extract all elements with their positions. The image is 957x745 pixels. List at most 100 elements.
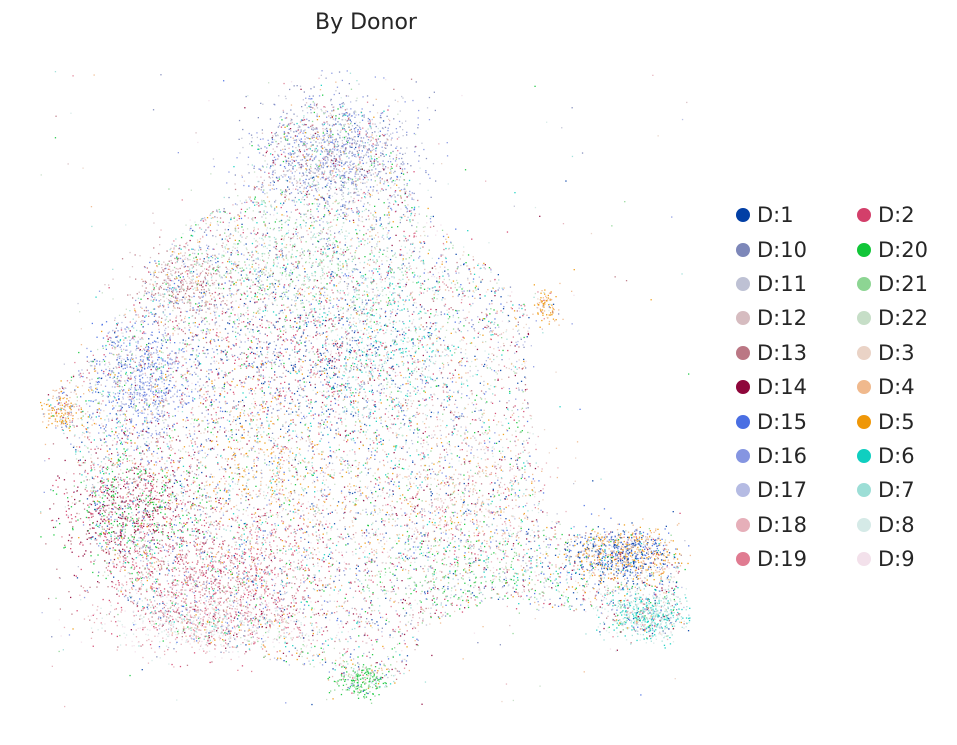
- scatter-point: [299, 448, 301, 450]
- scatter-point: [181, 487, 183, 489]
- scatter-point: [383, 536, 385, 538]
- scatter-point: [410, 473, 412, 475]
- scatter-point: [469, 375, 471, 378]
- scatter-point: [393, 254, 396, 256]
- scatter-point: [303, 551, 305, 553]
- scatter-point: [231, 293, 233, 295]
- scatter-point: [426, 552, 428, 554]
- scatter-point: [511, 409, 513, 412]
- scatter-point: [604, 564, 606, 566]
- scatter-point: [549, 603, 551, 605]
- scatter-point: [327, 314, 329, 316]
- scatter-point: [128, 336, 130, 338]
- scatter-point: [329, 194, 331, 197]
- scatter-point: [289, 451, 291, 453]
- scatter-point: [154, 474, 156, 476]
- scatter-point: [478, 276, 480, 278]
- scatter-point: [355, 400, 357, 402]
- scatter-point: [120, 376, 122, 378]
- scatter-point: [281, 569, 283, 571]
- scatter-point: [391, 524, 394, 527]
- scatter-point: [222, 300, 224, 302]
- scatter-point: [168, 389, 170, 392]
- scatter-point: [408, 315, 410, 317]
- scatter-point: [510, 493, 512, 496]
- scatter-point: [246, 466, 248, 468]
- scatter-point: [327, 374, 330, 377]
- scatter-point: [203, 258, 205, 260]
- scatter-point: [371, 224, 373, 226]
- scatter-point: [662, 584, 665, 586]
- scatter-point: [406, 341, 408, 343]
- scatter-point: [476, 394, 478, 397]
- scatter-point: [244, 360, 247, 363]
- scatter-point: [284, 397, 286, 399]
- scatter-point: [386, 325, 388, 327]
- scatter-point: [321, 230, 323, 233]
- scatter-point: [299, 475, 302, 477]
- scatter-point: [377, 354, 379, 356]
- scatter-point: [202, 531, 204, 533]
- scatter-point: [96, 388, 98, 391]
- scatter-point: [207, 454, 209, 456]
- scatter-point: [568, 557, 571, 559]
- scatter-point: [167, 375, 169, 377]
- scatter-point: [566, 574, 568, 576]
- scatter-point: [292, 340, 294, 342]
- scatter-point: [386, 476, 388, 478]
- scatter-point: [317, 565, 319, 567]
- scatter-point: [113, 576, 115, 578]
- scatter-point: [413, 568, 415, 570]
- scatter-point: [274, 532, 276, 534]
- scatter-point: [213, 609, 215, 611]
- scatter-point: [159, 603, 161, 605]
- scatter-point: [315, 513, 317, 515]
- scatter-point: [477, 264, 479, 266]
- scatter-point: [141, 434, 143, 436]
- chart-title: By Donor: [315, 10, 417, 35]
- scatter-point: [96, 503, 98, 505]
- scatter-point: [204, 305, 207, 307]
- scatter-point: [337, 305, 339, 308]
- scatter-point: [317, 250, 319, 252]
- scatter-point: [309, 304, 311, 306]
- scatter-point: [348, 612, 350, 614]
- scatter-point: [309, 359, 311, 361]
- scatter-point: [254, 292, 256, 294]
- scatter-point: [431, 521, 433, 524]
- scatter-point: [226, 351, 228, 353]
- scatter-point: [146, 588, 148, 590]
- scatter-point: [204, 386, 206, 389]
- scatter-point: [281, 214, 283, 216]
- scatter-point: [244, 584, 246, 586]
- scatter-point: [354, 581, 356, 583]
- scatter-point: [141, 600, 143, 602]
- scatter-point: [466, 563, 468, 565]
- scatter-point: [254, 294, 257, 296]
- scatter-point: [280, 583, 282, 586]
- scatter-point: [360, 620, 363, 623]
- scatter-point: [671, 564, 673, 566]
- scatter-point: [285, 636, 287, 638]
- scatter-point: [309, 441, 311, 443]
- scatter-point: [405, 415, 407, 417]
- scatter-point: [79, 376, 81, 379]
- scatter-point: [122, 335, 124, 337]
- scatter-point: [489, 388, 491, 390]
- scatter-point: [426, 404, 428, 406]
- scatter-point: [202, 566, 204, 569]
- scatter-point: [233, 263, 235, 265]
- scatter-point: [148, 578, 151, 580]
- scatter-point: [349, 389, 352, 391]
- scatter-point: [129, 310, 131, 312]
- scatter-point: [676, 558, 679, 560]
- scatter-point: [88, 389, 90, 391]
- scatter-point: [143, 568, 146, 570]
- scatter-point: [458, 460, 460, 462]
- scatter-point: [384, 277, 386, 280]
- scatter-point: [103, 354, 105, 356]
- scatter-point: [266, 232, 269, 234]
- scatter-point: [429, 337, 431, 339]
- scatter-point: [301, 257, 303, 260]
- scatter-point: [213, 248, 215, 250]
